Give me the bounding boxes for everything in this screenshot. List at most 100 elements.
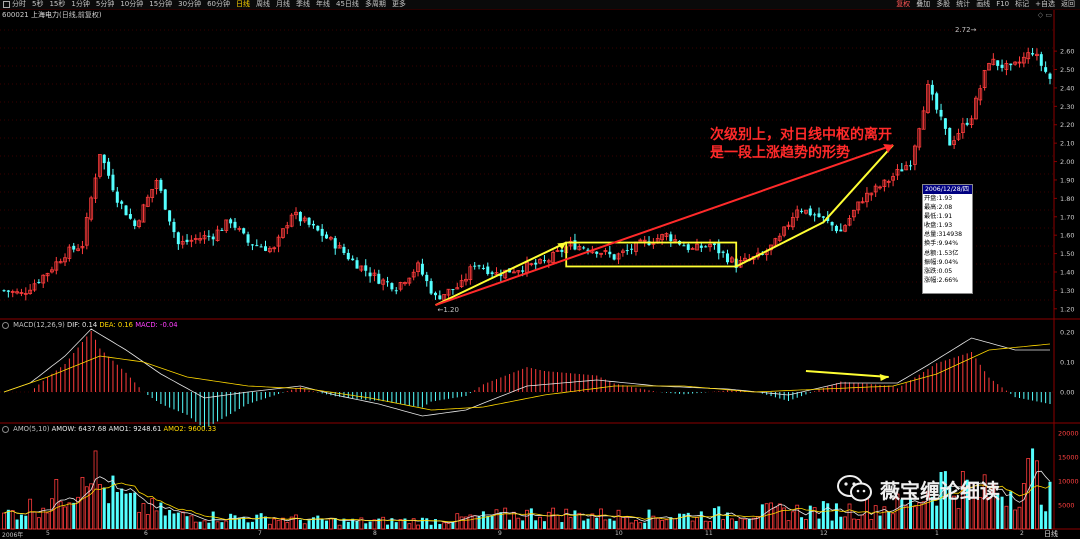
candle-body (10, 291, 15, 293)
candle-body (909, 165, 913, 167)
amo-bar (255, 514, 259, 529)
watermark: 薇宝缠论细读 (836, 474, 1000, 504)
amo-bar (529, 508, 533, 529)
menu-square-icon[interactable] (3, 1, 10, 8)
amo-bar (115, 492, 119, 529)
amo-bar (1017, 506, 1022, 530)
candle-body (342, 246, 346, 254)
amo-bar (494, 509, 499, 530)
tool-button[interactable]: 统计 (956, 0, 971, 8)
candle-body (669, 234, 673, 242)
amo-bar (481, 511, 485, 529)
tool-button[interactable]: 多股 (936, 0, 951, 8)
y-tick-label: 2.20 (1060, 121, 1074, 129)
amo-bar (669, 517, 673, 529)
amo-bar (564, 508, 569, 530)
amo-bar (555, 515, 560, 530)
period-switch[interactable]: 日线 (1044, 530, 1058, 538)
candle-body (141, 204, 146, 223)
candle-body (904, 165, 909, 171)
timeframe-tab[interactable]: 15分钟 (149, 0, 173, 8)
timeframe-tab[interactable]: 1分钟 (71, 0, 90, 8)
candle-body (154, 180, 159, 189)
amo-bar (72, 502, 76, 529)
candle-body (638, 239, 643, 242)
amo-bar (459, 516, 464, 530)
amo-bar (673, 518, 678, 530)
security-name: 上海电力 (30, 11, 59, 19)
amo-bar (159, 502, 163, 529)
timeframe-tab[interactable]: 多周期 (364, 0, 386, 8)
candle-body (63, 257, 67, 263)
candle-body (89, 197, 94, 220)
candle-body (2, 290, 6, 292)
amo-bar (267, 523, 272, 530)
timeframe-tab[interactable]: 分时 (0, 0, 29, 9)
tooltip-date: 2006/12/28/四 (923, 185, 972, 194)
amo-bar (712, 508, 716, 529)
timeframe-tab[interactable]: 季线 (296, 0, 311, 8)
timeframe-tab[interactable]: 5秒 (32, 0, 44, 8)
date-label: 1 (935, 530, 939, 537)
amo-tick-label: 10000 (1058, 477, 1079, 485)
macd-panel (3, 328, 1051, 429)
tool-button[interactable]: 复权 (896, 0, 911, 8)
amo-bar (590, 513, 595, 530)
tool-button[interactable]: 叠加 (916, 0, 931, 8)
amo-bar (808, 505, 812, 529)
macd-name: MACD(12,26,9) (13, 321, 65, 329)
amo-bar (111, 475, 115, 529)
candle-body (137, 220, 142, 227)
candle-body (960, 123, 965, 134)
timeframe-tab-active[interactable]: 日线 (236, 0, 251, 8)
candle-body (37, 281, 41, 283)
tooltip-row: 涨跌:0.05 (924, 267, 953, 275)
tool-button[interactable]: 画线 (976, 0, 991, 8)
timeframe-tab[interactable]: 年线 (316, 0, 331, 8)
tool-button[interactable]: 标记 (1015, 0, 1030, 8)
amo-bar (285, 522, 290, 530)
tool-button[interactable]: +自选 (1035, 0, 1055, 8)
amo-bar (847, 503, 852, 530)
amo-bar (41, 507, 46, 530)
candle-body (189, 239, 194, 242)
timeframe-tab[interactable]: 60分钟 (207, 0, 231, 8)
indicator-settings-icon[interactable] (2, 425, 9, 433)
candle-body (499, 274, 503, 277)
amo-bar (534, 520, 538, 529)
amo-bar (734, 520, 738, 529)
candle-body (882, 179, 887, 187)
amo-legend: AMO(5,10) AMOW: 6437.68 AMO1: 9248.61 AM… (2, 425, 216, 433)
tool-button[interactable]: F10 (996, 0, 1010, 8)
macd-tick-label: 0.00 (1060, 389, 1074, 397)
timeframe-tab[interactable]: 30分钟 (178, 0, 202, 8)
amo-bar (690, 520, 695, 530)
timeframe-tab[interactable]: 更多 (391, 0, 406, 8)
amo-bar (328, 518, 333, 530)
amo-bar (952, 495, 957, 530)
timeframe-tab[interactable]: 10分钟 (120, 0, 144, 8)
amo-bar (703, 520, 708, 530)
timeframe-tab[interactable]: 5分钟 (95, 0, 115, 8)
amo-bar (603, 519, 608, 530)
candle-body (686, 244, 690, 250)
diamond-icon[interactable]: ◇ (1037, 11, 1044, 19)
candle-body (207, 235, 211, 237)
amo-bar (154, 510, 159, 530)
amo-bar (1039, 504, 1043, 529)
timeframe-tab[interactable]: 周线 (256, 0, 271, 8)
candle-body (939, 109, 943, 117)
indicator-settings-icon[interactable] (2, 321, 9, 329)
timeframe-tab[interactable]: 月线 (276, 0, 291, 8)
candle-body (782, 226, 787, 236)
tooltip-row: 涨幅:2.66% (924, 276, 959, 284)
tool-button[interactable]: 返回 (1061, 0, 1075, 8)
candle-body (19, 292, 24, 294)
candle-body (978, 88, 983, 101)
minimize-icon[interactable]: ▭ (1045, 11, 1052, 19)
candle-body (708, 243, 712, 248)
amo-bar (211, 511, 215, 529)
timeframe-tab[interactable]: 15秒 (49, 0, 66, 8)
timeframe-tab[interactable]: 45日线 (336, 0, 359, 8)
trend-line-up1 (435, 241, 567, 307)
